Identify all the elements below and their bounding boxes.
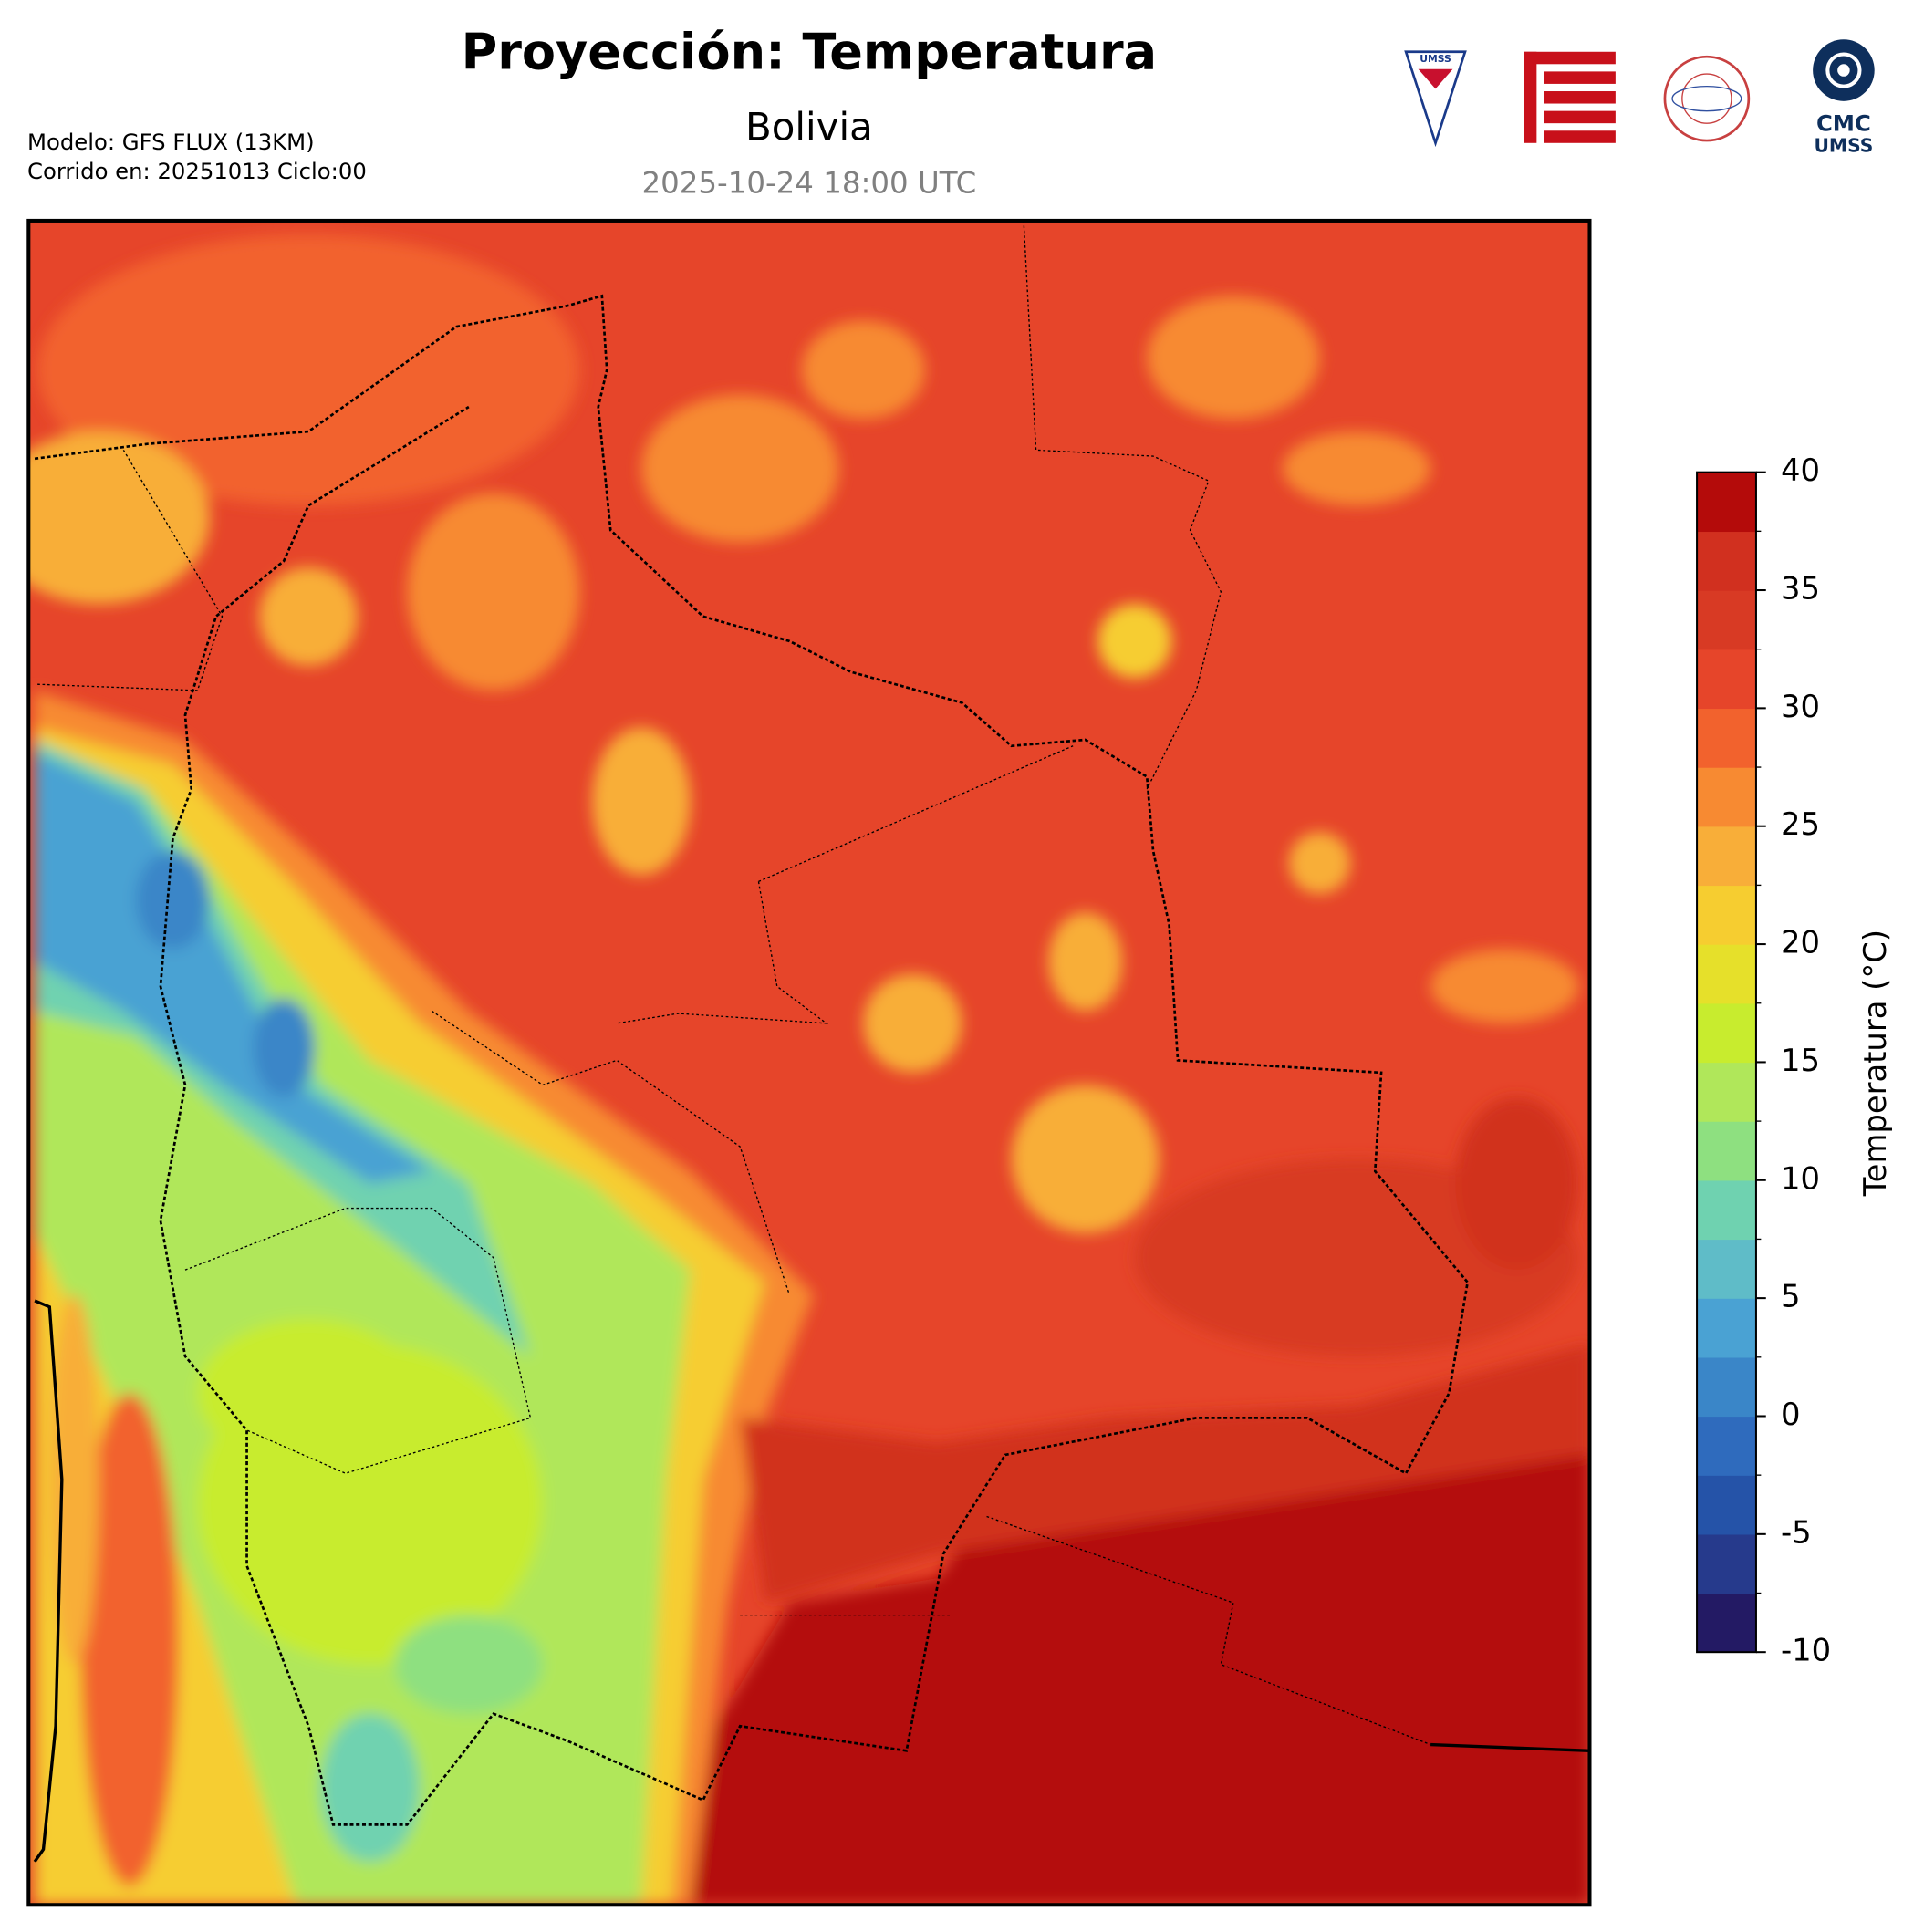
colorbar-level	[1697, 1593, 1756, 1653]
colorbar-level	[1697, 767, 1756, 827]
colorbar-level	[1697, 1533, 1756, 1594]
colorbar-level	[1697, 649, 1756, 710]
colorbar-level	[1697, 1298, 1756, 1358]
colorbar-label: Temperatura (°C)	[1857, 930, 1893, 1197]
colorbar-level	[1697, 944, 1756, 1004]
colorbar-level	[1697, 708, 1756, 768]
colorbar-level	[1697, 826, 1756, 887]
colorbar-level	[1697, 1416, 1756, 1476]
logo-fcyt	[1524, 51, 1616, 143]
tick-label: -10	[1781, 1633, 1831, 1668]
colorbar-level	[1697, 1179, 1756, 1241]
colorbar-level	[1697, 885, 1756, 945]
logo-text: UMSS	[1814, 134, 1873, 156]
tick-label: 25	[1781, 806, 1820, 842]
tick-label: 15	[1781, 1043, 1820, 1078]
colorbar-level	[1697, 531, 1756, 591]
tick-label: 40	[1781, 452, 1820, 488]
tick-label: 30	[1781, 689, 1820, 724]
logo-text: UMSS	[1420, 53, 1451, 65]
colorbar-level	[1697, 1475, 1756, 1535]
colorbar-level	[1697, 472, 1756, 533]
model-info: Modelo: GFS FLUX (13KM)	[27, 129, 315, 155]
subtitle: Bolivia	[745, 104, 873, 149]
logo-fisica	[1663, 55, 1751, 142]
logo-umss: UMSS	[1404, 50, 1467, 148]
tick-label: -5	[1781, 1514, 1812, 1550]
borders	[33, 220, 1590, 1863]
map-frame	[26, 218, 1592, 1907]
date: 2025-10-24 18:00 UTC	[642, 166, 977, 201]
tick-label: 5	[1781, 1279, 1800, 1314]
tick-label: 20	[1781, 925, 1820, 961]
logo-text: CMC	[1816, 110, 1871, 137]
colorbar-level	[1697, 1121, 1756, 1181]
colorbar-level	[1697, 590, 1756, 650]
title: Proyección: Temperatura	[462, 23, 1158, 80]
tick-label: 35	[1781, 571, 1820, 607]
temperature-field	[28, 220, 1590, 1906]
tick-label: 10	[1781, 1160, 1820, 1196]
tick-label: 0	[1781, 1397, 1800, 1432]
colorbar-level	[1697, 1002, 1756, 1064]
colorbar-level	[1697, 1062, 1756, 1122]
logo-cmc: CMC UMSS	[1813, 39, 1875, 156]
colorbar-level	[1697, 1239, 1756, 1299]
run-info: Corrido en: 20251013 Ciclo:00	[27, 158, 367, 184]
colorbar-level	[1697, 1356, 1756, 1418]
colorbar: -10 -5 0 5 10 15 20 25 30 35 40	[1696, 452, 1831, 1668]
